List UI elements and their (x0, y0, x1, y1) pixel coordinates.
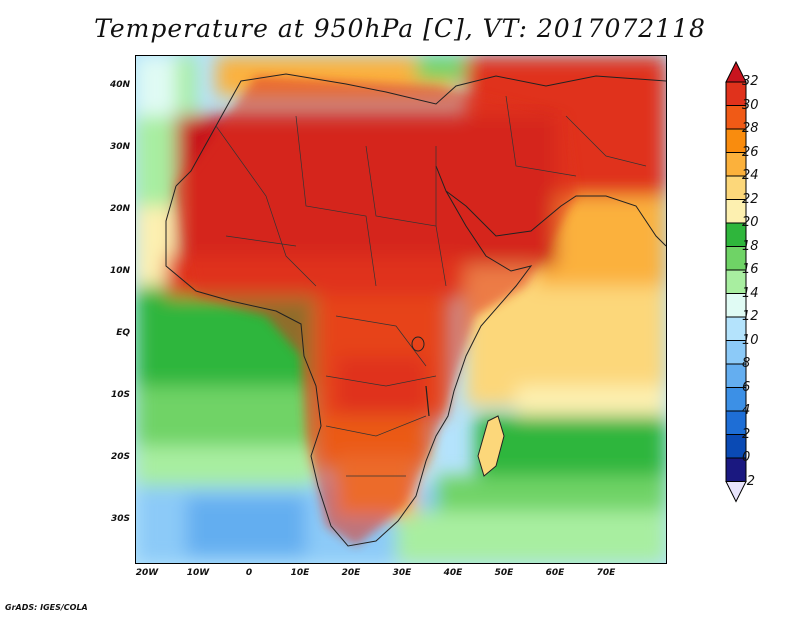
lon-tick-label: 50E (494, 568, 514, 578)
lon-tick-label: 70E (596, 568, 616, 578)
colorbar-level-label: 8 (742, 356, 751, 371)
credit-text: GrADS: IGES/COLA (5, 603, 88, 612)
lat-tick-label: 40N (109, 80, 130, 90)
lon-tick-label: 60E (545, 568, 565, 578)
map-panel (135, 55, 667, 564)
temperature-field (136, 56, 666, 563)
colorbar-level-label: 6 (742, 379, 751, 395)
colorbar-level-label: 26 (742, 144, 759, 160)
colorbar-level-label: 32 (742, 74, 759, 89)
colorbar (725, 60, 747, 503)
lon-tick-label: 10E (290, 568, 310, 578)
lon-tick-label: 40E (443, 568, 463, 578)
lon-tick-label: 20W (135, 568, 159, 578)
colorbar-level-label: -2 (742, 473, 755, 489)
lat-tick-label: 30S (110, 514, 130, 524)
colorbar-bottom-arrow (725, 481, 747, 503)
colorbar-level-label: 30 (742, 97, 759, 113)
lat-tick-label: 10S (110, 390, 130, 400)
colorbar-level-label: 10 (742, 332, 759, 348)
lon-tick-label: 10W (186, 568, 210, 578)
lon-tick-label: 0 (245, 568, 253, 578)
colorbar-level-label: 20 (742, 215, 759, 230)
lat-tick-label: 20S (110, 452, 130, 462)
colorbar-level-label: 28 (742, 121, 759, 136)
lat-tick-label: 30N (109, 142, 130, 152)
colorbar-level-label: 22 (742, 191, 759, 207)
map-title: Temperature at 950hPa [C], VT: 201707211… (94, 14, 706, 43)
colorbar-level-label: 2 (742, 426, 751, 442)
lon-tick-label: 30E (392, 568, 412, 578)
lat-tick-label: 20N (109, 204, 130, 214)
lon-tick-label: 20E (341, 568, 361, 578)
lat-tick-label: EQ (116, 328, 130, 338)
colorbar-level-label: 12 (742, 309, 759, 324)
colorbar-level-label: 0 (742, 450, 751, 465)
colorbar-level-label: 14 (742, 285, 759, 301)
colorbar-level-label: 18 (742, 238, 759, 254)
colorbar-level-label: 4 (742, 403, 751, 418)
colorbar-level-label: 16 (742, 262, 759, 277)
lat-tick-label: 10N (109, 266, 130, 276)
colorbar-level-label: 24 (742, 168, 759, 183)
